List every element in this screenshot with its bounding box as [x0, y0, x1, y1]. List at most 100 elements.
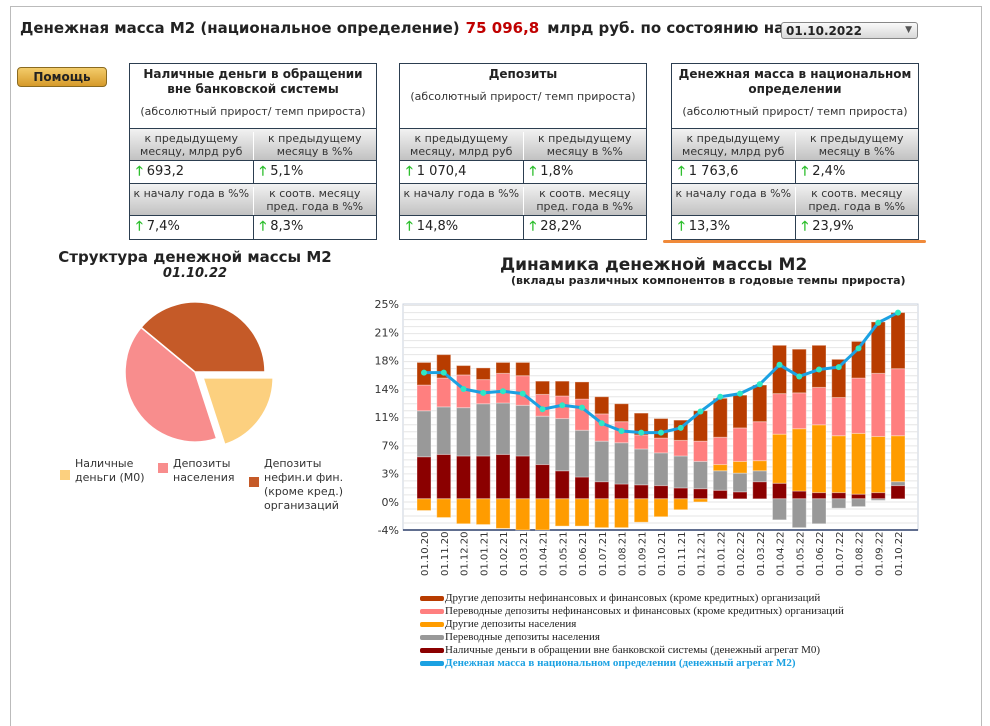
- y-tick-label: 0%: [382, 496, 399, 509]
- bar-segment: [554, 418, 570, 472]
- x-tick-label: 01.09.21: [637, 531, 648, 576]
- bar-segment: [535, 498, 550, 531]
- legend-orgs: Депозиты нефин.и фин. (кроме кред.) орга…: [264, 457, 344, 512]
- bar-segment: [436, 498, 452, 519]
- bar-segment: [851, 498, 866, 508]
- bar-segment: [535, 380, 550, 395]
- legend-swatch: [420, 660, 444, 666]
- x-tick-label: 01.04.21: [539, 531, 550, 576]
- bar-segment: [614, 442, 629, 485]
- col-header: к предыдущему месяцу в %%: [810, 132, 904, 158]
- arrow-up-icon: 🡑: [259, 219, 267, 234]
- m2-point: [796, 373, 803, 380]
- legend-item-line: Денежная масса в национальном определени…: [420, 657, 796, 669]
- m2-point: [579, 404, 585, 411]
- legend-swatch: [420, 621, 444, 627]
- m2-point: [480, 389, 487, 396]
- bar-segment: [436, 453, 452, 500]
- value-cell: 🡑 7,4%: [130, 216, 254, 239]
- arrow-up-icon: 🡑: [678, 164, 685, 179]
- arrow-up-icon: 🡑: [529, 164, 537, 179]
- table-subtitle: (абсолютный прирост/ темп прироста): [410, 90, 636, 103]
- bar-segment: [831, 498, 847, 509]
- y-tick-label: 14%: [375, 383, 399, 396]
- x-tick-label: 01.01.22: [716, 531, 727, 576]
- page-title: Денежная масса М2 (национальное определе…: [20, 19, 784, 37]
- legend-item: Другие депозиты нефинансовых и финансовы…: [420, 592, 820, 604]
- bar-segment: [495, 498, 511, 529]
- m2-point: [855, 345, 862, 352]
- bar-segment: [870, 492, 886, 500]
- arrow-up-icon: 🡑: [406, 219, 413, 234]
- y-tick-label: 7%: [382, 439, 399, 452]
- legend-item: Переводные депозиты населения: [420, 631, 600, 643]
- m2-point: [697, 408, 704, 415]
- bar-segment: [475, 455, 491, 500]
- col-header: к предыдущему месяцу в %%: [538, 132, 632, 158]
- legend-swatch-m0: [60, 470, 70, 480]
- col-header: к предыдущему месяцу, млрд руб: [400, 132, 524, 160]
- bar-segment: [870, 498, 886, 501]
- x-tick-label: 01.11.20: [440, 531, 451, 576]
- bar-segment: [851, 493, 866, 500]
- pie-title: Структура денежной массы М2: [58, 248, 332, 266]
- bar-segment: [752, 421, 768, 462]
- table-header: Денежная масса в национальном определени…: [672, 64, 918, 129]
- value-cell: 🡑 8,3%: [259, 219, 304, 234]
- help-button[interactable]: Помощь: [17, 67, 107, 87]
- arrow-up-icon: 🡑: [801, 219, 809, 234]
- bar-segment: [653, 452, 669, 487]
- bar-segment: [791, 392, 807, 430]
- bar-segment: [535, 464, 550, 500]
- bar-segment: [791, 348, 807, 394]
- bar-segment: [732, 491, 748, 500]
- legend-swatch: [420, 647, 444, 653]
- y-tick-label: 3%: [382, 468, 399, 481]
- x-tick-label: 01.07.21: [598, 531, 609, 576]
- x-tick-label: 01.12.20: [460, 531, 471, 576]
- bar-segment: [554, 470, 570, 500]
- legend-swatch: [420, 608, 444, 614]
- x-tick-label: 01.03.22: [756, 531, 767, 576]
- legend-item: Другие депозиты населения: [420, 618, 576, 630]
- x-tick-label: 01.09.22: [874, 531, 885, 576]
- value-cell: 🡑 1,8%: [529, 164, 574, 179]
- bar-segment: [594, 498, 610, 529]
- bar-segment: [515, 404, 531, 457]
- col-header: к соотв. месяцу пред. года в %%: [536, 187, 634, 213]
- x-tick-label: 01.05.21: [558, 531, 569, 576]
- bar-segment: [732, 472, 748, 493]
- bar-segment: [673, 498, 689, 511]
- bar-segment: [831, 492, 847, 500]
- bar-segment: [633, 484, 649, 500]
- bar-segment: [712, 489, 728, 500]
- value-cell: 🡑 13,3%: [672, 216, 796, 239]
- bar-segment: [594, 481, 610, 500]
- x-tick-label: 01.12.21: [697, 531, 708, 576]
- table-title: Депозиты: [488, 67, 558, 81]
- legend-m0: Наличные деньги (М0): [75, 457, 145, 484]
- bar-segment: [732, 460, 748, 474]
- m2-point: [421, 369, 427, 376]
- m2-point: [519, 390, 526, 397]
- bar-segment: [633, 498, 649, 523]
- legend-swatch-orgs: [249, 477, 259, 487]
- bar-segment: [890, 485, 906, 500]
- x-tick-label: 01.10.20: [420, 531, 431, 576]
- bar-segment: [772, 433, 787, 484]
- bar-segment: [456, 498, 471, 525]
- selected-underline: [663, 240, 926, 243]
- bar-segment: [851, 432, 866, 495]
- bar-segment: [495, 453, 511, 500]
- bar-segment: [870, 372, 886, 437]
- col-header: к началу года в %%: [672, 187, 796, 215]
- legend-item: Переводные депозиты нефинансовых и финан…: [420, 605, 844, 617]
- date-select[interactable]: 01.10.2022 ▼: [781, 22, 918, 39]
- m2-point: [539, 406, 546, 413]
- bar-segment: [456, 407, 471, 457]
- bar-segment: [495, 361, 511, 374]
- arrow-up-icon: 🡑: [136, 219, 143, 234]
- bar-segment: [456, 365, 471, 376]
- stats-table: Наличные деньги в обращении вне банковск…: [129, 63, 377, 240]
- col-header: к соотв. месяцу пред. года в %%: [266, 187, 364, 213]
